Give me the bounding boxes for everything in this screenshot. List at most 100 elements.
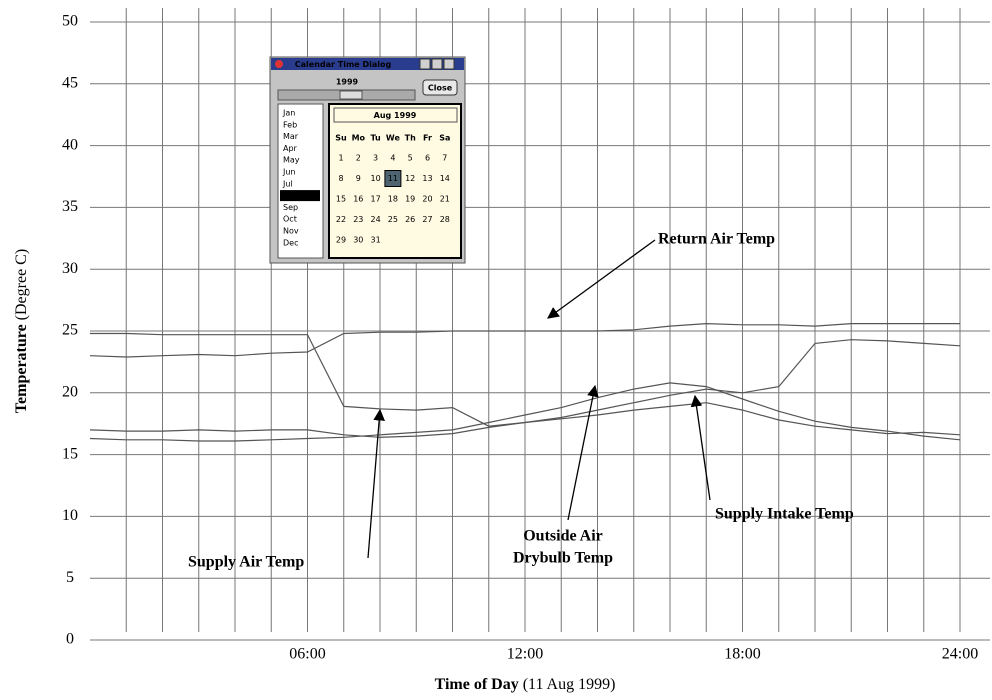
day[interactable]: 31 [371,236,381,245]
close-label: Close [428,84,453,93]
month-header-box [333,107,458,123]
y-tick-label: 5 [66,569,74,586]
day[interactable]: 10 [371,174,381,183]
day[interactable]: 9 [356,174,361,183]
slider-thumb[interactable] [339,90,363,100]
day[interactable]: 24 [371,215,381,224]
y-tick-label: 35 [62,198,78,215]
annotation-arrow [690,394,711,501]
dialog-title: Calendar Time Dialog [295,60,392,69]
day[interactable]: 16 [353,195,363,204]
month-item[interactable]: Mar [283,132,299,141]
day[interactable]: 6 [425,154,430,163]
weekday: Tu [370,134,381,143]
weekday: Fr [423,134,432,143]
series-line [89,402,961,438]
year-label: 1999 [336,78,359,87]
y-tick-label: 30 [62,260,78,277]
day[interactable]: 14 [440,174,450,183]
close-button[interactable] [422,79,458,96]
weekday: Th [405,134,416,143]
day[interactable]: 26 [405,215,415,224]
day[interactable]: 4 [390,154,395,163]
weekday: Mo [352,134,366,143]
y-axis-title: Temperature (Degree C) [13,249,30,413]
y-axis-title-main: Temperature [13,324,30,413]
day[interactable]: 11 [388,174,398,183]
day[interactable]: 5 [408,154,413,163]
y-tick-label: 40 [62,136,78,153]
month-highlight [280,190,320,202]
x-axis-title-main: Time of Day [435,676,519,693]
annotation: Supply Intake Temp [715,506,854,523]
day[interactable]: 12 [405,174,415,183]
day[interactable]: 30 [353,236,363,245]
month-item[interactable]: Jun [282,168,296,177]
month-item[interactable]: Jul [282,179,293,188]
day[interactable]: 21 [440,195,450,204]
weekday: Sa [439,134,450,143]
y-tick-label: 45 [62,74,78,91]
annotation: Return Air Temp [658,231,775,248]
day[interactable]: 13 [422,174,432,183]
x-tick-label: 06:00 [289,646,325,663]
day[interactable]: 8 [338,174,343,183]
y-tick-label: 50 [62,13,78,30]
x-tick-label: 24:00 [942,646,978,663]
month-item[interactable]: Feb [283,120,297,129]
window-button[interactable] [443,58,455,70]
weekday: We [386,134,401,143]
month-item[interactable]: Sep [283,203,298,212]
calendar-dialog: Calendar Time Dialog 1999 Close Jan Feb Mar Ap… [269,56,466,264]
y-tick-label: 20 [62,383,78,400]
x-tick-label: 12:00 [507,646,543,663]
day[interactable]: 22 [336,215,346,224]
annotation-arrow [547,239,656,319]
x-axis-title: Time of Day (11 Aug 1999) [435,676,616,693]
annotation: Drybulb Temp [513,550,613,567]
y-tick-label: 0 [66,631,74,648]
day[interactable]: 18 [388,195,398,204]
series-line [89,382,961,442]
month-item[interactable]: Aug [283,191,299,200]
month-item[interactable]: Nov [283,227,299,236]
y-tick-label: 15 [62,445,78,462]
series-line [89,322,960,358]
day[interactable]: 20 [422,195,432,204]
day[interactable]: 25 [388,215,398,224]
month-item[interactable]: May [283,156,300,165]
day[interactable]: 1 [338,154,343,163]
annotation: Supply Air Temp [188,554,304,571]
day[interactable]: 17 [371,195,381,204]
month-header: Aug 1999 [374,111,417,120]
day[interactable]: 19 [405,195,415,204]
day[interactable]: 15 [336,195,346,204]
x-tick-label: 18:00 [724,646,760,663]
month-item[interactable]: Apr [283,144,298,153]
y-tick-label: 10 [62,507,78,524]
day[interactable]: 27 [422,215,432,224]
annotation: Outside Air [523,528,603,545]
month-item[interactable]: Oct [283,215,297,224]
y-tick-label: 25 [62,322,78,339]
month-item[interactable]: Jan [282,109,295,118]
annotation-arrow [367,408,385,559]
title-bar [271,58,464,70]
selected-day [384,170,402,187]
window-button[interactable] [431,58,443,70]
day[interactable]: 28 [440,215,450,224]
month-item[interactable]: Dec [283,238,298,247]
month-list [277,103,324,259]
day[interactable]: 2 [356,154,361,163]
dialog-icon [275,60,283,68]
weekday: Su [335,134,347,143]
y-axis-title-detail: (Degree C) [13,249,30,321]
day[interactable]: 29 [336,236,346,245]
x-axis-title-detail: (11 Aug 1999) [523,676,616,693]
day[interactable]: 23 [353,215,363,224]
day[interactable]: 3 [373,154,378,163]
day[interactable]: 7 [442,154,447,163]
annotation-arrow [567,384,599,521]
window-button[interactable] [419,58,431,70]
